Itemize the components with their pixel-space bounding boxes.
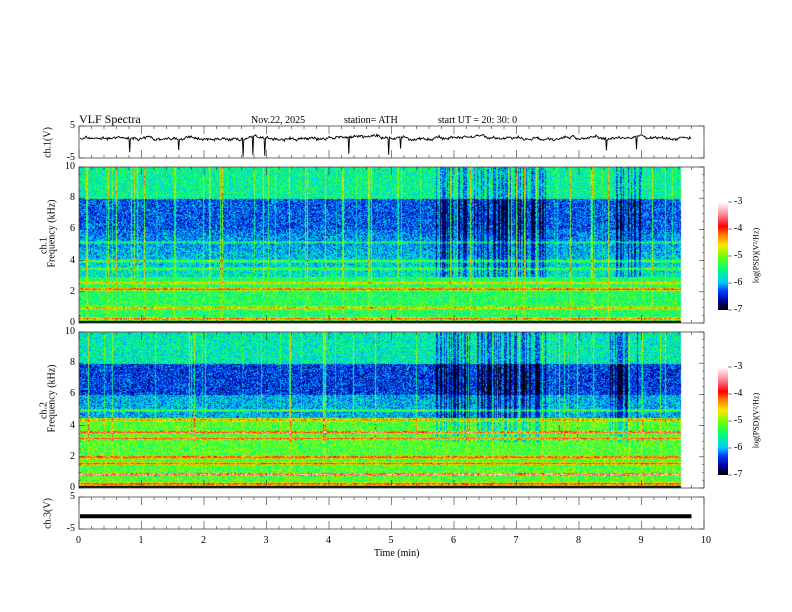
colorbar-tick-label: -4	[734, 223, 743, 234]
y-tick-label: -5	[66, 523, 75, 534]
x-tick-label: 6	[451, 535, 456, 546]
x-tick-label: 1	[138, 535, 144, 546]
panel-frame-1	[78, 166, 705, 324]
ch1-spectrogram	[79, 167, 693, 323]
ch2-spectrogram	[79, 332, 693, 488]
y-tick-label: 2	[70, 285, 75, 297]
x-tick-label: 8	[576, 535, 581, 546]
x-tick-label: 7	[513, 535, 519, 546]
colorbar-tick-label: -5	[734, 415, 743, 426]
colorbar-tick-label: -4	[734, 388, 743, 399]
y-tick-label: 0	[70, 317, 75, 328]
y-tick-label: 5	[70, 491, 75, 502]
y-tick-label: 8	[70, 357, 75, 369]
x-tick-label: 2	[201, 535, 206, 546]
ch1-spec-ylabel: Frequency (kHz)	[46, 199, 58, 268]
x-tick-label: 0	[76, 535, 81, 546]
colorbar-tick-label: -3	[734, 196, 743, 207]
y-tick-label: 6	[70, 388, 75, 400]
date-label: Nov.22, 2025	[251, 115, 306, 126]
colorbar-tick-label: -6	[734, 442, 743, 453]
y-tick-label: 6	[70, 223, 75, 235]
y-tick-label: 10	[65, 326, 75, 337]
y-tick-label: -5	[66, 152, 75, 163]
colorbar-tick-label: -7	[734, 469, 743, 480]
ch2-spec-ylabel: Frequency (kHz)	[46, 364, 58, 433]
station-label: station= ATH	[344, 115, 398, 126]
x-tick-label: 3	[263, 535, 269, 546]
x-tick-label: 9	[638, 535, 644, 546]
colorbar-1	[718, 202, 728, 310]
colorbar-tick-label: -6	[734, 277, 743, 288]
x-tick-label: 10	[701, 535, 711, 546]
start-time-label: start UT = 20: 30: 0	[438, 115, 518, 126]
colorbar-tick-label: -5	[734, 250, 743, 261]
ch1-ylabel: ch.1(V)	[42, 127, 54, 158]
y-tick-label: 5	[70, 120, 75, 131]
colorbar-tick-label: -7	[734, 304, 743, 315]
colorbar-1-label: log(PSD)(V²/Hz)	[751, 227, 761, 284]
colorbar-2-label: log(PSD)(V²/Hz)	[751, 392, 761, 449]
y-tick-label: 0	[70, 482, 75, 493]
figure-title: VLF Spectra	[79, 112, 141, 126]
colorbar-tick-label: -3	[734, 361, 743, 372]
y-tick-label: 10	[65, 161, 75, 172]
x-tick-label: 5	[388, 535, 394, 546]
panel-frame-2	[78, 331, 705, 489]
y-tick-label: 2	[70, 450, 75, 462]
y-tick-label: 8	[70, 192, 75, 204]
ch3-ylabel: ch.3(V)	[42, 498, 54, 529]
x-tick-label: 4	[326, 535, 331, 546]
y-tick-label: 4	[70, 419, 75, 431]
colorbar-2	[718, 367, 728, 475]
x-axis-label: Time (min)	[374, 548, 420, 559]
ch1-waveform-line	[79, 133, 692, 157]
y-tick-label: 4	[70, 254, 75, 266]
